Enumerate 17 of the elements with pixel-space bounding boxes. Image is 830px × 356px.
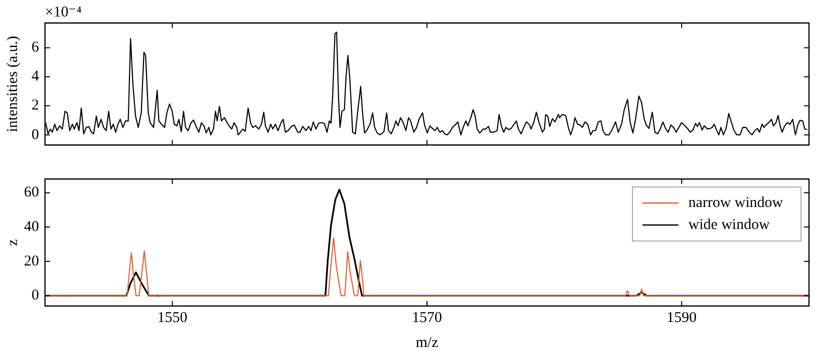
y-tick-label: 4: [32, 68, 40, 85]
legend-label: narrow window: [688, 194, 784, 211]
x-tick-label: 1590: [666, 310, 697, 326]
y-tick-label: 0: [32, 288, 39, 304]
legend-label: wide window: [688, 216, 770, 233]
y-axis-title: intensities (a.u.): [4, 36, 21, 132]
y-tick-label: 40: [24, 218, 39, 235]
x-tick-label: 1570: [412, 310, 442, 326]
x-tick-label: 1550: [157, 310, 188, 326]
y-tick-label: 0: [32, 126, 39, 143]
y-tick-label: 6: [32, 40, 40, 56]
y-axis-title: z: [4, 238, 21, 246]
y-tick-label: 2: [32, 98, 39, 114]
y-tick-label: 60: [24, 184, 39, 201]
y-tick-label: 20: [24, 253, 39, 270]
x-axis-title: m/z: [416, 334, 439, 351]
text: ×10⁻⁴: [45, 4, 82, 20]
